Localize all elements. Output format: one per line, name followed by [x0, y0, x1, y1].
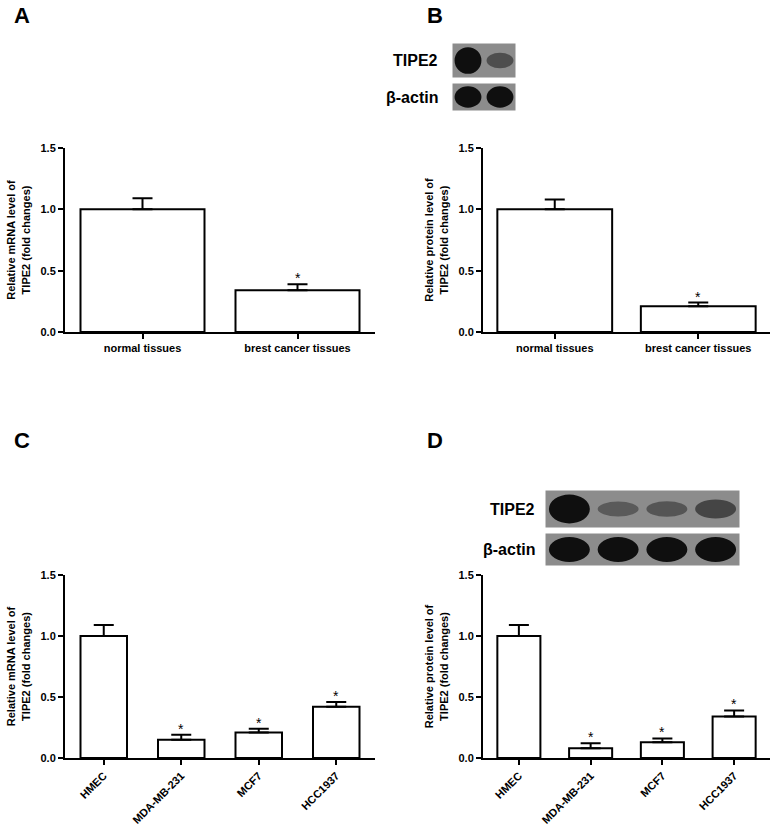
- svg-text:D: D: [427, 428, 443, 453]
- svg-text:HCC1937: HCC1937: [697, 770, 740, 813]
- svg-text:0.0: 0.0: [459, 326, 474, 338]
- svg-text:brest cancer tissues: brest cancer tissues: [645, 342, 751, 354]
- svg-text:0.0: 0.0: [41, 326, 56, 338]
- svg-text:1.5: 1.5: [41, 569, 56, 581]
- svg-text:*: *: [659, 724, 665, 740]
- svg-text:*: *: [178, 721, 184, 737]
- svg-text:1.0: 1.0: [459, 203, 474, 215]
- svg-text:normal tissues: normal tissues: [516, 342, 594, 354]
- svg-text:0.5: 0.5: [459, 265, 474, 277]
- svg-text:Relative protein level ofTIPE2: Relative protein level ofTIPE2 (fold cha…: [423, 604, 449, 728]
- svg-text:C: C: [14, 428, 30, 453]
- svg-text:normal tissues: normal tissues: [104, 342, 182, 354]
- svg-text:1.5: 1.5: [459, 142, 474, 154]
- svg-text:0.0: 0.0: [459, 752, 474, 764]
- svg-text:HMEC: HMEC: [493, 769, 524, 800]
- svg-text:Relative mRNA level ofTIPE2 (f: Relative mRNA level ofTIPE2 (fold change…: [5, 606, 31, 726]
- svg-text:Relative mRNA level ofTIPE2 (f: Relative mRNA level ofTIPE2 (fold change…: [5, 180, 31, 300]
- svg-text:0.5: 0.5: [459, 691, 474, 703]
- svg-text:MCF7: MCF7: [234, 770, 264, 800]
- svg-text:1.0: 1.0: [459, 630, 474, 642]
- svg-text:1.0: 1.0: [41, 203, 56, 215]
- svg-text:HCC1937: HCC1937: [299, 770, 342, 813]
- svg-text:1.5: 1.5: [459, 569, 474, 581]
- svg-text:TIPE2: TIPE2: [490, 501, 535, 518]
- svg-text:A: A: [14, 3, 30, 28]
- svg-text:0.5: 0.5: [41, 691, 56, 703]
- svg-text:MDA-MB-231: MDA-MB-231: [539, 770, 595, 826]
- svg-text:*: *: [695, 289, 701, 305]
- svg-text:β-actin: β-actin: [386, 89, 438, 106]
- svg-text:*: *: [588, 729, 594, 745]
- svg-text:0.5: 0.5: [41, 265, 56, 277]
- svg-text:*: *: [256, 715, 262, 731]
- svg-text:MCF7: MCF7: [638, 770, 668, 800]
- svg-text:Relative protein level ofTIPE2: Relative protein level ofTIPE2 (fold cha…: [423, 178, 449, 302]
- svg-text:TIPE2: TIPE2: [393, 52, 438, 69]
- svg-text:HMEC: HMEC: [78, 769, 109, 800]
- svg-text:0.0: 0.0: [41, 752, 56, 764]
- svg-text:1.5: 1.5: [41, 142, 56, 154]
- svg-text:MDA-MB-231: MDA-MB-231: [130, 770, 186, 826]
- svg-text:*: *: [731, 696, 737, 712]
- svg-text:β-actin: β-actin: [483, 541, 535, 558]
- svg-text:B: B: [427, 3, 443, 28]
- svg-text:brest cancer tissues: brest cancer tissues: [244, 342, 350, 354]
- svg-text:*: *: [333, 688, 339, 704]
- svg-text:*: *: [295, 270, 301, 286]
- svg-text:1.0: 1.0: [41, 630, 56, 642]
